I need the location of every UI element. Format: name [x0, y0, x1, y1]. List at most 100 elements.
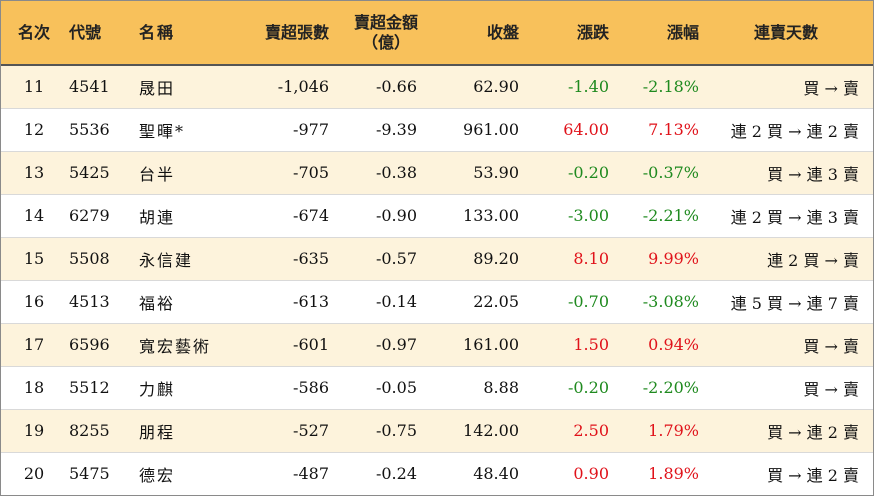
cell-rank: 12	[23, 120, 45, 139]
header-change-pct: 漲幅	[666, 22, 699, 42]
cell-net-sell-lots: -613	[293, 292, 329, 311]
cell-net-sell-amount: -0.38	[375, 163, 417, 182]
cell-close: 133.00	[463, 206, 519, 225]
cell-change-pct: -2.18%	[642, 77, 699, 97]
cell-rank: 15	[23, 249, 45, 268]
cell-change: -3.00	[567, 206, 609, 225]
cell-rank: 11	[23, 77, 45, 97]
cell-change: 0.90	[573, 464, 609, 484]
table-row: 19 8255 朋程 -527 -0.75 142.00 2.50 1.79% 買 → 連 2 …	[1, 409, 873, 452]
cell-streak: 買 → 連 2 賣	[767, 422, 859, 442]
cell-name: 永信建	[139, 250, 194, 270]
cell-change-pct: -0.37%	[642, 163, 699, 182]
cell-streak: 連 2 買 → 連 3 賣	[730, 207, 859, 227]
cell-rank: 20	[23, 464, 45, 484]
cell-change-pct: 9.99%	[648, 249, 699, 268]
cell-net-sell-amount: -0.05	[375, 378, 417, 397]
cell-code: 5475	[69, 464, 110, 484]
cell-net-sell-amount: -0.57	[375, 249, 417, 268]
cell-code: 5536	[69, 120, 110, 139]
cell-rank: 14	[23, 206, 45, 225]
cell-close: 89.20	[473, 249, 519, 268]
table-header-row: 名次 代號 名稱 賣超張數 賣超金額 （億） 收盤 漲跌 漲幅 連賣天數	[1, 1, 873, 65]
cell-net-sell-amount: -0.66	[375, 77, 417, 97]
cell-change: 2.50	[573, 421, 609, 440]
cell-name: 台半	[139, 164, 176, 184]
cell-change-pct: 1.79%	[648, 421, 699, 440]
cell-net-sell-amount: -9.39	[375, 120, 417, 139]
cell-net-sell-amount: -0.24	[375, 464, 417, 484]
cell-net-sell-lots: -705	[293, 163, 329, 182]
cell-name: 德宏	[139, 465, 176, 485]
cell-change-pct: -2.21%	[642, 206, 699, 225]
cell-close: 22.05	[473, 292, 519, 311]
cell-close: 161.00	[463, 335, 519, 354]
cell-net-sell-lots: -1,046	[277, 77, 329, 97]
cell-change: -0.20	[567, 163, 609, 182]
cell-change-pct: -2.20%	[642, 378, 699, 397]
cell-change: -0.70	[567, 292, 609, 311]
cell-net-sell-amount: -0.90	[375, 206, 417, 225]
cell-net-sell-lots: -674	[293, 206, 329, 225]
header-streak: 連賣天數	[753, 22, 818, 42]
cell-net-sell-amount: -0.14	[375, 292, 417, 311]
cell-change: -1.40	[567, 77, 609, 97]
cell-rank: 18	[23, 378, 45, 397]
cell-net-sell-amount: -0.97	[375, 335, 417, 354]
cell-name: 朋程	[139, 422, 176, 442]
cell-close: 8.88	[483, 378, 519, 397]
cell-code: 4513	[69, 292, 110, 311]
table-row: 20 5475 德宏 -487 -0.24 48.40 0.90 1.89% 買 → 連 2 賣	[1, 452, 873, 495]
header-name: 名稱	[139, 22, 176, 42]
table-row: 15 5508 永信建 -635 -0.57 89.20 8.10 9.99% 連 2 買 → …	[1, 237, 873, 280]
cell-change: -0.20	[567, 378, 609, 397]
cell-net-sell-lots: -586	[293, 378, 329, 397]
cell-name: 聖暉*	[139, 121, 186, 141]
table-row: 18 5512 力麒 -586 -0.05 8.88 -0.20 -2.20% 買 → 賣	[1, 366, 873, 409]
header-change: 漲跌	[576, 22, 609, 42]
header-close: 收盤	[486, 22, 519, 42]
header-net-sell-lots: 賣超張數	[264, 22, 329, 42]
cell-close: 53.90	[473, 163, 519, 182]
table-row: 17 6596 寬宏藝術 -601 -0.97 161.00 1.50 0.94% 買 → 賣	[1, 323, 873, 366]
cell-code: 6279	[69, 206, 110, 225]
cell-streak: 買 → 賣	[803, 336, 859, 356]
cell-name: 晟田	[139, 78, 176, 98]
header-net-sell-amount-line2: （億）	[361, 32, 410, 52]
cell-change: 8.10	[573, 249, 609, 268]
cell-streak: 買 → 連 3 賣	[767, 164, 859, 184]
header-net-sell-amount: 賣超金額 （億）	[329, 1, 429, 65]
header-net-sell-amount-line1: 賣超金額	[353, 12, 418, 32]
cell-close: 48.40	[473, 464, 519, 484]
cell-change-pct: 7.13%	[648, 120, 699, 139]
cell-streak: 買 → 連 2 賣	[767, 465, 859, 485]
cell-net-sell-amount: -0.75	[375, 421, 417, 440]
cell-streak: 買 → 賣	[803, 379, 859, 399]
cell-net-sell-lots: -487	[293, 464, 329, 484]
cell-rank: 16	[23, 292, 45, 311]
table-row: 16 4513 福裕 -613 -0.14 22.05 -0.70 -3.08% 連 5 買 →…	[1, 280, 873, 323]
cell-close: 961.00	[463, 120, 519, 139]
cell-code: 5508	[69, 249, 110, 268]
cell-streak: 買 → 賣	[803, 78, 859, 98]
cell-name: 福裕	[139, 293, 176, 313]
cell-code: 5512	[69, 378, 110, 397]
cell-rank: 19	[23, 421, 45, 440]
cell-change-pct: 1.89%	[648, 464, 699, 484]
cell-name: 力麒	[139, 379, 176, 399]
cell-change: 64.00	[563, 120, 609, 139]
header-code: 代號	[69, 22, 102, 42]
table-body: 11 4541 晟田 -1,046 -0.66 62.90 -1.40 -2.18% 買 → 賣…	[1, 65, 873, 495]
cell-net-sell-lots: -635	[293, 249, 329, 268]
cell-streak: 連 2 買 → 賣	[767, 250, 859, 270]
cell-name: 寬宏藝術	[139, 336, 212, 356]
cell-code: 8255	[69, 421, 110, 440]
table-row: 13 5425 台半 -705 -0.38 53.90 -0.20 -0.37% 買 → 連 3…	[1, 151, 873, 194]
cell-close: 62.90	[473, 77, 519, 97]
cell-code: 5425	[69, 163, 110, 182]
cell-code: 6596	[69, 335, 110, 354]
table-row: 11 4541 晟田 -1,046 -0.66 62.90 -1.40 -2.18% 買 → 賣	[1, 65, 873, 108]
header-rank: 名次	[17, 22, 50, 42]
